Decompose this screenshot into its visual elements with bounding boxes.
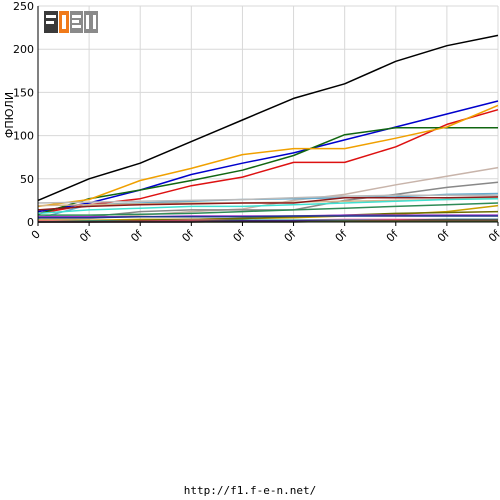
y-tick-label: 200 [13, 43, 34, 56]
logo-icon [44, 11, 98, 33]
series-line-11 [37, 196, 499, 211]
y-tick-label: 100 [13, 130, 34, 143]
series-line-13 [38, 202, 499, 216]
series-line-1 [37, 34, 499, 202]
series-line-12 [37, 197, 499, 215]
axes [37, 6, 499, 226]
y-tick-label: 150 [13, 86, 34, 99]
series-line-9 [37, 194, 498, 204]
series-line-17 [38, 215, 498, 219]
x-tick-label: 0f [486, 227, 500, 245]
y-tick-label: 250 [13, 0, 34, 13]
footer-url[interactable]: http://f1.f-e-n.net/ [183, 484, 317, 497]
series-line-2 [37, 100, 499, 213]
y-tick-label: 50 [20, 173, 34, 186]
y-axis-label: ФПЮЛИ [3, 92, 16, 138]
site-logo [44, 9, 98, 35]
series-line-5 [37, 104, 499, 208]
series-layer [37, 34, 499, 223]
series-line-4 [37, 127, 498, 215]
y-tick-label: 0 [27, 216, 34, 229]
